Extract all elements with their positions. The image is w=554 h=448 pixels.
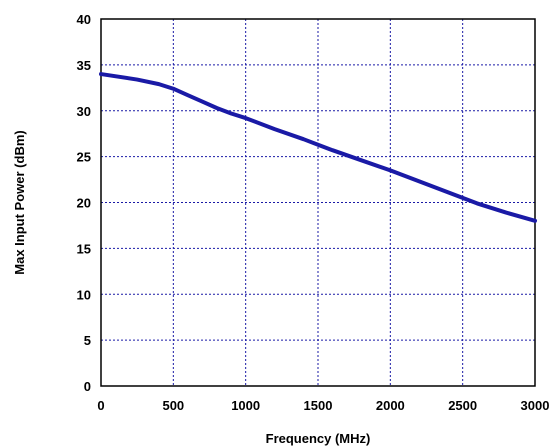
- y-tick-label-25: 25: [77, 150, 91, 165]
- x-tick-label-1000: 1000: [231, 398, 260, 413]
- y-tick-label-20: 20: [77, 196, 91, 211]
- x-tick-label-3000: 3000: [521, 398, 550, 413]
- y-tick-label-30: 30: [77, 104, 91, 119]
- grid-lines: [101, 19, 535, 386]
- y-tick-label-35: 35: [77, 58, 91, 73]
- y-tick-label-15: 15: [77, 241, 91, 256]
- plot-area-frame: [100, 18, 536, 387]
- x-tick-label-0: 0: [97, 398, 104, 413]
- y-axis-tick-labels: 0 5 10 15 20 25 30 35 40: [77, 12, 91, 394]
- x-axis-tick-labels: 0 500 1000 1500 2000 2500 3000: [97, 398, 549, 413]
- y-tick-label-10: 10: [77, 287, 91, 302]
- series-line-max-input-power: [99, 72, 537, 223]
- y-tick-label-0: 0: [84, 379, 91, 394]
- y-axis-title: Max Input Power (dBm): [12, 130, 27, 274]
- x-tick-label-2000: 2000: [376, 398, 405, 413]
- x-tick-label-1500: 1500: [304, 398, 333, 413]
- y-tick-label-5: 5: [84, 333, 91, 348]
- x-tick-label-2500: 2500: [448, 398, 477, 413]
- y-tick-label-40: 40: [77, 12, 91, 27]
- x-axis-title: Frequency (MHz): [266, 431, 371, 446]
- x-tick-label-500: 500: [162, 398, 184, 413]
